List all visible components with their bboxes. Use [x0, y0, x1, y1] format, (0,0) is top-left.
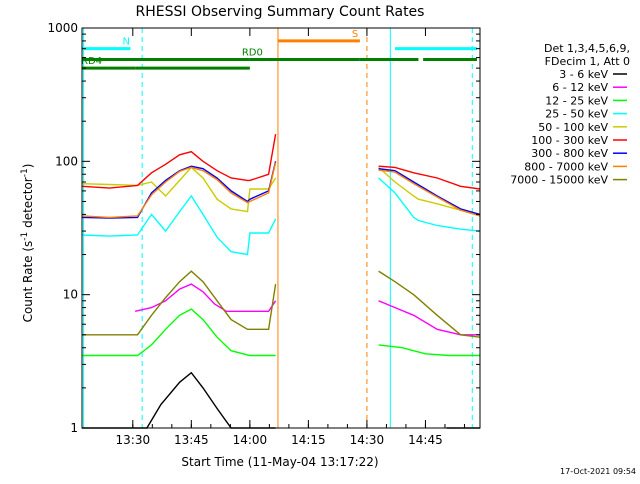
flag-rd4-label: RD4	[81, 56, 102, 67]
legend-header-line-1: Det 1,3,4,5,6,9,	[544, 42, 630, 55]
y-tick-label-4: 1000	[47, 21, 78, 35]
flag-s-label: S	[352, 29, 358, 40]
legend-header-line-2: FDecim 1, Att 0	[545, 55, 630, 68]
y-axis-label-group: Count Rate (s-1 detector-1)	[20, 164, 35, 323]
y-axis-ticks: 1 10 100 1000	[47, 21, 480, 435]
flag-n-label: N	[122, 37, 129, 48]
x-tick-label-5: 14:30	[350, 433, 385, 447]
state-flags: N RD0 RD4 S	[81, 29, 477, 70]
series-line-7-segment-2	[378, 168, 481, 216]
legend-label-1: 3 - 6 keV	[559, 68, 608, 81]
y-tick-label-3: 100	[55, 154, 78, 168]
legend-label-5: 50 - 100 keV	[538, 121, 608, 134]
legend-label-3: 12 - 25 keV	[545, 94, 608, 107]
series-line-6-segment-2	[378, 165, 481, 190]
legend-label-2: 6 - 12 keV	[552, 81, 608, 94]
x-tick-label-3: 14:00	[233, 433, 268, 447]
y-tick-label-1: 1	[70, 421, 78, 435]
footer-timestamp: 17-Oct-2021 09:54	[560, 467, 636, 476]
series-line-4-segment-1	[81, 194, 277, 256]
legend-label-9: 7000 - 15000 keV	[510, 174, 608, 187]
series-line-9-segment-2	[378, 270, 481, 338]
series-line-8-segment-2	[378, 169, 481, 217]
flag-rd0-label: RD0	[242, 48, 263, 59]
y-axis-label: Count Rate (s-1 detector-1)	[20, 164, 35, 323]
legend-label-8: 800 - 7000 keV	[524, 160, 608, 173]
legend-label-4: 25 - 50 keV	[545, 108, 608, 121]
legend-label-6: 100 - 300 keV	[531, 134, 608, 147]
series-line-6-segment-1	[81, 133, 277, 189]
series-line-5-segment-1	[81, 166, 277, 213]
series-line-9-segment-1	[82, 270, 277, 336]
plot-frame	[81, 27, 481, 429]
x-axis-ticks: 13:30 13:45 14:00 14:15 14:30 14:45	[116, 28, 465, 447]
series-line-3-segment-1	[82, 308, 276, 357]
x-tick-label-4: 14:15	[291, 433, 326, 447]
x-axis-label: Start Time (11-May-04 13:17:22)	[181, 455, 378, 469]
chart-title: RHESSI Observing Summary Count Rates	[136, 4, 425, 20]
series-line-4-segment-2	[378, 177, 481, 232]
legend: Det 1,3,4,5,6,9, FDecim 1, Att 0 3 - 6 k…	[510, 42, 630, 187]
x-tick-label-1: 13:30	[116, 433, 151, 447]
y-tick-label-2: 10	[63, 288, 78, 302]
series-line-8-segment-1	[81, 162, 277, 219]
x-tick-label-6: 14:45	[408, 433, 443, 447]
x-tick-label-2: 13:45	[174, 433, 209, 447]
vertical-markers	[83, 28, 473, 428]
legend-label-7: 300 - 800 keV	[531, 147, 608, 160]
series-line-3-segment-2	[378, 344, 480, 357]
